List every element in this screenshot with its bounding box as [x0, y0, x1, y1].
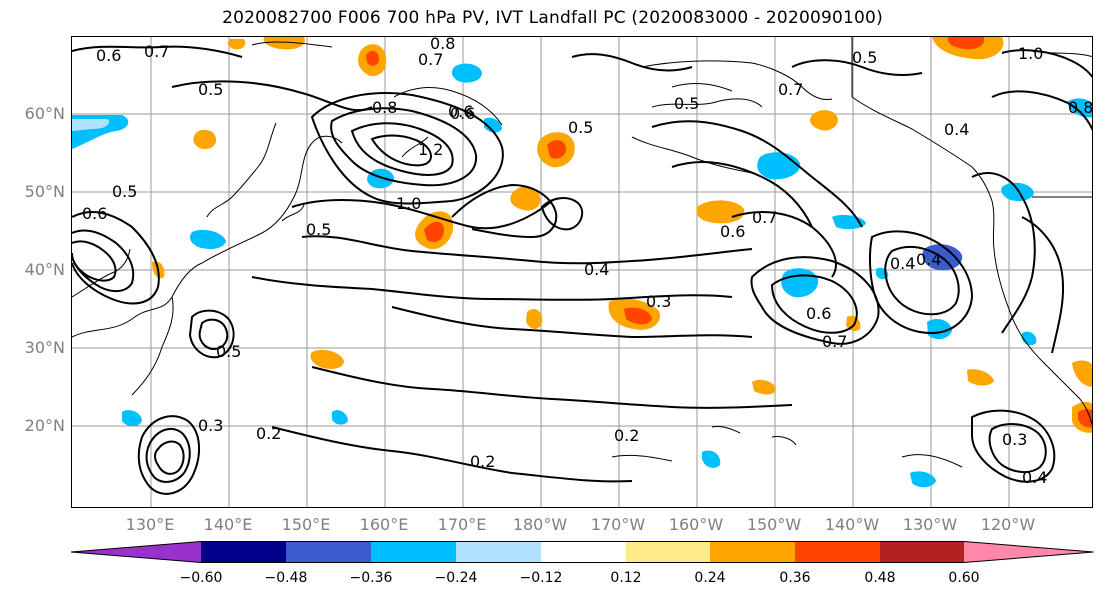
- pv-shading: [72, 37, 1092, 488]
- colorbar-segment: [456, 541, 541, 563]
- map-canvas: 0.6 0.7 0.8 0.7 0.5 0.8 0.6 1.2 1.0 0.5 …: [72, 37, 1093, 507]
- colorbar-tick-label: 0.48: [864, 570, 896, 586]
- lon-label: 140°W: [824, 515, 880, 534]
- lon-label: 130°W: [902, 515, 958, 534]
- contour-label: 0.5: [198, 80, 223, 99]
- contour-label: 0.5: [112, 182, 137, 201]
- lon-label: 180°W: [512, 515, 568, 534]
- contour-label: 0.3: [646, 292, 671, 311]
- lon-label: 140°E: [203, 515, 253, 534]
- contour-label: 0.7: [822, 332, 847, 351]
- contour-label: 0.4: [890, 254, 915, 273]
- contour-label: 0.8: [372, 98, 397, 117]
- contour-label: 0.6: [448, 102, 473, 121]
- contour-label: 0.4: [1022, 468, 1047, 487]
- colorbar-tick-label: 0.12: [610, 570, 642, 586]
- colorbar-segment: [71, 541, 201, 563]
- lon-label: 150°W: [746, 515, 802, 534]
- contour-label: 0.5: [852, 48, 877, 67]
- contour-label: 0.8: [1068, 98, 1093, 117]
- colorbar-tick-label: −0.60: [179, 570, 223, 586]
- map-title: 2020082700 F006 700 hPa PV, IVT Landfall…: [222, 8, 883, 28]
- contour-label: 0.2: [470, 452, 495, 471]
- lon-label: 160°E: [359, 515, 409, 534]
- lon-label: 130°E: [125, 515, 175, 534]
- contour-label: 1.0: [396, 194, 421, 213]
- colorbar-segment: [880, 541, 964, 563]
- contour-label: 0.5: [674, 94, 699, 113]
- contour-label: 0.6: [806, 304, 831, 323]
- contour-label: 0.6: [82, 204, 107, 223]
- colorbar-tick-label: −0.12: [519, 570, 563, 586]
- colorbar-segment: [626, 541, 710, 563]
- contour-label: 0.5: [216, 342, 241, 361]
- colorbar-segment: [964, 541, 1094, 563]
- lon-label: 160°W: [668, 515, 724, 534]
- colorbar-tick-label: −0.36: [349, 570, 393, 586]
- contour-labels: 0.6 0.7 0.8 0.7 0.5 0.8 0.6 1.2 1.0 0.5 …: [82, 37, 1093, 487]
- colorbar-segment: [541, 541, 626, 563]
- lon-label: 170°W: [590, 515, 646, 534]
- contour-label: 0.2: [614, 426, 639, 445]
- pv-contours-thin: [251, 41, 963, 468]
- contour-label: 0.7: [778, 80, 803, 99]
- lat-label: 50°N: [24, 182, 65, 201]
- coastlines: [72, 37, 1092, 446]
- contour-label: 0.4: [944, 120, 969, 139]
- contour-label: 0.6: [720, 222, 745, 241]
- lon-label: 120°W: [980, 515, 1036, 534]
- pv-contours: [72, 45, 1092, 495]
- contour-label: 0.4: [916, 250, 941, 269]
- lat-label: 60°N: [24, 104, 65, 123]
- contour-label: 0.3: [198, 416, 223, 435]
- colorbar-segment: [286, 541, 371, 563]
- colorbar-segment: [795, 541, 880, 563]
- contour-label: 0.7: [752, 208, 777, 227]
- lon-label: 150°E: [281, 515, 331, 534]
- contour-label: 1.2: [418, 140, 443, 159]
- contour-label: 1.0: [1018, 44, 1043, 63]
- contour-label: 0.5: [568, 118, 593, 137]
- contour-label: 0.6: [450, 104, 475, 123]
- lat-label: 20°N: [24, 416, 65, 435]
- map-panel: 0.6 0.7 0.8 0.7 0.5 0.8 0.6 1.2 1.0 0.5 …: [71, 36, 1093, 508]
- colorbar-segment: [201, 541, 286, 563]
- contour-label: 0.3: [1002, 430, 1027, 449]
- contour-label: 0.6: [96, 46, 121, 65]
- colorbar-tick-label: −0.24: [434, 570, 478, 586]
- colorbar-segment: [371, 541, 456, 563]
- colorbar: [71, 541, 1094, 563]
- colorbar-segment: [710, 541, 795, 563]
- contour-label: 0.4: [584, 260, 609, 279]
- contour-label: 0.2: [256, 424, 281, 443]
- lat-label: 40°N: [24, 260, 65, 279]
- gridlines: [72, 37, 1092, 507]
- colorbar-tick-label: −0.48: [264, 570, 308, 586]
- contour-label: 0.7: [418, 50, 443, 69]
- colorbar-tick-label: 0.24: [694, 570, 726, 586]
- lat-label: 30°N: [24, 338, 65, 357]
- contour-label: 0.5: [306, 220, 331, 239]
- lon-label: 170°E: [437, 515, 487, 534]
- contour-label: 0.7: [144, 42, 169, 61]
- contour-label: 0.8: [430, 37, 455, 53]
- colorbar-tick-label: 0.60: [948, 570, 980, 586]
- colorbar-tick-label: 0.36: [779, 570, 811, 586]
